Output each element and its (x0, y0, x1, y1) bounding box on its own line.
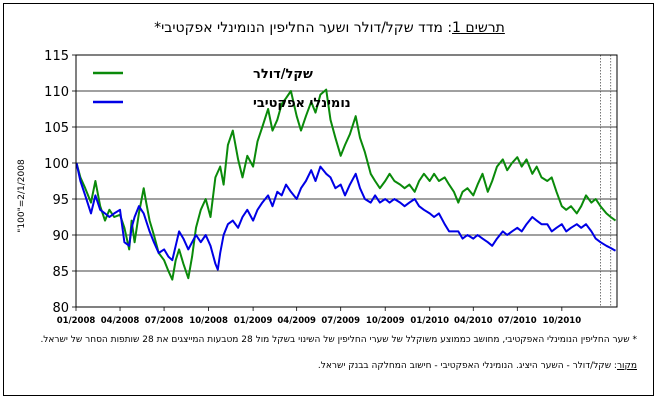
legend-label-usd: שקל/דולר (253, 67, 313, 82)
chart-grid (76, 54, 617, 272)
chart-legend: שקל/דולר נומינלי אפקטיבי (93, 67, 351, 111)
x-tick-label: 07/2008 (145, 316, 184, 326)
x-tick-label: 10/2009 (366, 316, 405, 326)
y-tick-label: 105 (44, 121, 69, 136)
series-line-eff (75, 162, 617, 271)
chart-frame (3, 3, 654, 396)
footnote-definition: * שער החליפין הנומינלי האפקטיבי, מחושב כ… (40, 335, 637, 345)
y-axis-label: "100"=2/1/2008 (17, 159, 27, 233)
x-tick-label: 01/2008 (57, 316, 96, 326)
x-tick-label: 04/2009 (277, 316, 316, 326)
y-tick-label: 100 (44, 157, 69, 172)
x-tick-label: 04/2008 (101, 316, 140, 326)
chart-title-text: : מדד שקל/דולר ושער החליפין הנומינלי אפק… (154, 20, 453, 36)
y-tick-label: 95 (52, 193, 69, 208)
chart-title: תרשים 1: מדד שקל/דולר ושער החליפין הנומי… (0, 20, 659, 36)
x-tick-label: 07/2010 (498, 316, 537, 326)
y-tick-label: 115 (44, 49, 69, 64)
x-tick-label: 10/2010 (543, 316, 582, 326)
vertical-markers (600, 55, 612, 307)
y-tick-label: 80 (52, 301, 69, 316)
source-label: מקור (616, 361, 637, 371)
chart-lines (75, 88, 617, 281)
y-tick-label: 90 (52, 229, 69, 244)
plot-area-border (75, 54, 618, 308)
x-tick-label: 04/2010 (454, 316, 493, 326)
tick-labels: 80 85 90 95 100 105 110 115 01/2008 04/2008 07/200… (44, 49, 581, 326)
x-tick-label: 01/2009 (234, 316, 273, 326)
legend-label-eff: נומינלי אפקטיבי (253, 96, 351, 111)
chart-title-lead: תרשים 1 (452, 20, 505, 36)
chart-axes (72, 54, 618, 311)
footnote-source: מקור: שקל/דולר - השער היציג. הנומינלי הא… (37, 360, 637, 373)
source-text: : שקל/דולר - השער היציג. הנומינלי האפקטי… (317, 361, 617, 371)
x-tick-label: 10/2008 (189, 316, 228, 326)
y-tick-label: 85 (52, 265, 69, 280)
y-tick-label: 110 (44, 85, 69, 100)
x-tick-label: 01/2010 (410, 316, 449, 326)
x-tick-label: 07/2009 (321, 316, 360, 326)
